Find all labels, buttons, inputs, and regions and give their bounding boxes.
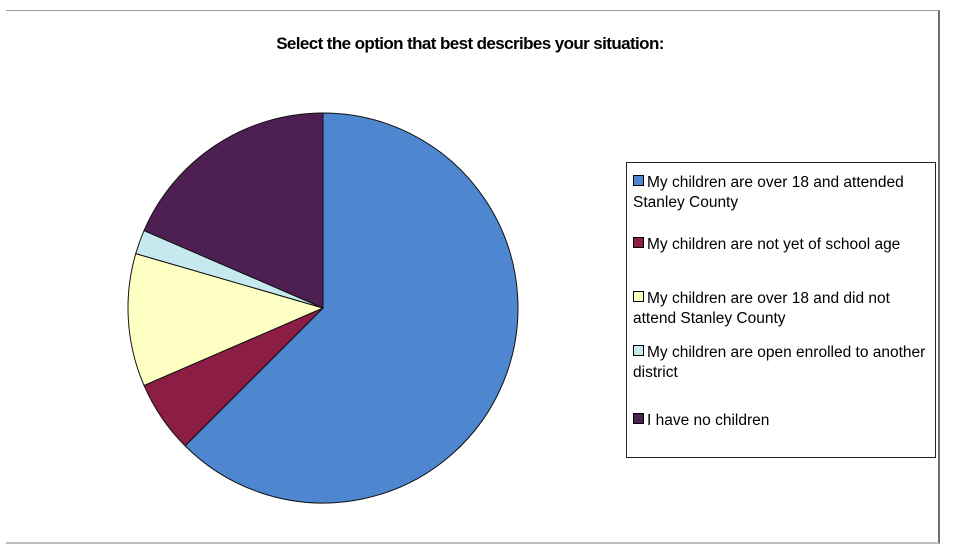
legend-label-5: I have no children — [647, 412, 770, 429]
legend-label-3: My children are over 18 and did not atte… — [633, 290, 890, 327]
legend-item-4: My children are open enrolled to another… — [633, 343, 933, 383]
chart-title: Select the option that best describes yo… — [276, 34, 664, 53]
chart-legend: My children are over 18 and attended Sta… — [626, 162, 936, 458]
chart-frame — [6, 10, 940, 544]
legend-item-3: My children are over 18 and did not atte… — [633, 289, 933, 329]
pie-slice-5 — [143, 112, 324, 309]
legend-swatch-3 — [633, 291, 644, 302]
legend-label-4: My children are open enrolled to another… — [633, 344, 926, 381]
legend-swatch-5 — [633, 413, 644, 424]
legend-swatch-2 — [633, 237, 644, 248]
legend-item-1: My children are over 18 and attended Sta… — [633, 173, 933, 213]
legend-item-5: I have no children — [633, 411, 933, 431]
legend-swatch-4 — [633, 345, 644, 356]
legend-item-2: My children are not yet of school age — [633, 235, 933, 255]
pie-slice-3 — [127, 252, 325, 387]
legend-label-1: My children are over 18 and attended Sta… — [633, 174, 904, 211]
legend-label-2: My children are not yet of school age — [647, 236, 901, 253]
legend-swatch-1 — [633, 175, 644, 186]
pie-slice-1 — [184, 112, 519, 504]
